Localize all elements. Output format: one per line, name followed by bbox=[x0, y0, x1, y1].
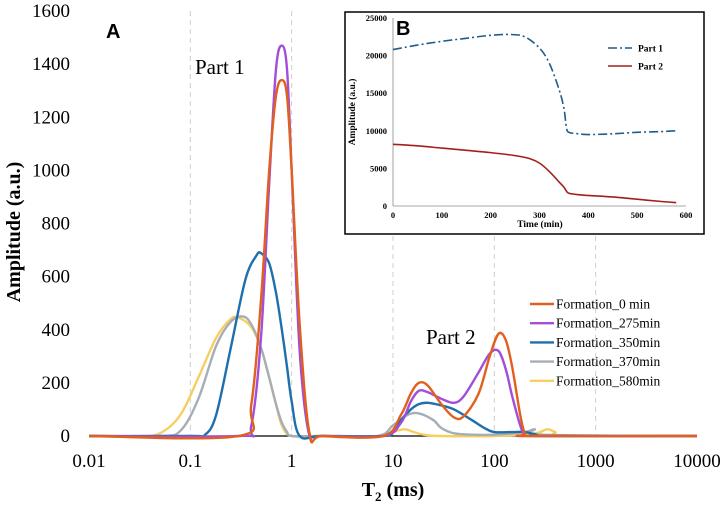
main-y-tick-label: 0 bbox=[61, 426, 71, 447]
inset-x-tick-label: 0 bbox=[391, 210, 395, 220]
main-x-tick-labels: 0.01 0.1 1 10 100 1000 10000 bbox=[72, 451, 720, 472]
inset-series-group bbox=[392, 33, 677, 204]
inset-y-axis-title: Amplitude (a.u.) bbox=[347, 79, 358, 146]
inset-x-tick-label: 200 bbox=[484, 210, 497, 220]
panel-label-a: A bbox=[106, 21, 120, 43]
main-y-tick-label: 1200 bbox=[32, 107, 70, 128]
main-y-tick-label: 1600 bbox=[32, 1, 70, 22]
inset-y-tick-label: 20000 bbox=[366, 51, 387, 61]
inset-y-tick-label: 0 bbox=[383, 201, 387, 211]
main-y-tick-label: 1400 bbox=[32, 54, 70, 75]
main-x-tick-label: 0.01 bbox=[72, 451, 105, 472]
inset-legend-label: Part 2 bbox=[638, 63, 663, 73]
inset-frame bbox=[344, 11, 705, 235]
main-legend-label: Formation_580min bbox=[556, 373, 660, 388]
main-x-tick-label: 0.1 bbox=[178, 451, 202, 472]
main-series-group bbox=[88, 44, 698, 444]
inset-x-axis-title: Time (min) bbox=[517, 219, 562, 230]
main-x-tick-label: 10 bbox=[384, 451, 403, 472]
main-x-tick-label: 10000 bbox=[673, 451, 721, 472]
main-y-tick-label: 600 bbox=[42, 267, 71, 288]
main-legend-label: Formation_370min bbox=[556, 354, 660, 369]
inset-y-tick-label: 15000 bbox=[366, 88, 387, 98]
inset-series-line bbox=[392, 143, 677, 204]
inset-x-tick-label: 300 bbox=[533, 210, 546, 220]
main-y-tick-label: 800 bbox=[42, 214, 71, 235]
main-legend-label: Formation_0 min bbox=[556, 297, 650, 312]
main-legend-label: Formation_350min bbox=[556, 335, 660, 350]
main-y-tick-labels: 0 200 400 600 800 1000 1200 1400 1600 bbox=[32, 1, 70, 447]
inset-y-tick-label: 10000 bbox=[366, 126, 387, 136]
inset-y-tick-labels: 0 5000 10000 15000 20000 25000 bbox=[366, 13, 387, 211]
main-x-axis-title: T2 (ms) bbox=[362, 479, 425, 504]
inset-legend-label: Part 1 bbox=[638, 45, 663, 55]
inset-y-tick-label: 25000 bbox=[366, 13, 387, 23]
inset-x-tick-label: 100 bbox=[435, 210, 448, 220]
main-y-axis-title: Amplitude (a.u.) bbox=[3, 162, 25, 303]
inset-x-tick-labels: 0 100 200 300 400 500 600 bbox=[391, 210, 693, 220]
main-x-tick-label: 1000 bbox=[577, 451, 615, 472]
main-legend-label: Formation_275min bbox=[556, 316, 660, 331]
x-title-main: T bbox=[362, 479, 376, 501]
main-y-tick-label: 400 bbox=[42, 320, 71, 341]
annotation-part-1: Part 1 bbox=[195, 55, 245, 79]
main-y-tick-label: 1000 bbox=[32, 160, 70, 181]
main-grid bbox=[189, 11, 597, 436]
main-x-tick-label: 100 bbox=[480, 451, 509, 472]
x-title-unit: (ms) bbox=[382, 479, 425, 501]
x-title-subscript: 2 bbox=[375, 489, 382, 504]
main-series-line bbox=[88, 78, 698, 444]
panel-label-b: B bbox=[396, 18, 410, 40]
annotation-part-2: Part 2 bbox=[426, 325, 476, 349]
main-y-tick-label: 200 bbox=[42, 373, 71, 394]
inset-chart: 0 5000 10000 15000 20000 25000 0 100 200 300 400 5… bbox=[344, 11, 705, 235]
inset-x-tick-label: 400 bbox=[582, 210, 595, 220]
main-legend: Formation_0 min Formation_275min Formation… bbox=[530, 297, 660, 388]
inset-x-tick-label: 500 bbox=[631, 210, 644, 220]
inset-x-tick-label: 600 bbox=[680, 210, 693, 220]
inset-legend: Part 1 Part 2 bbox=[608, 45, 663, 73]
main-x-tick-label: 1 bbox=[287, 451, 297, 472]
inset-series-line bbox=[392, 33, 677, 136]
inset-y-tick-label: 5000 bbox=[370, 163, 387, 173]
